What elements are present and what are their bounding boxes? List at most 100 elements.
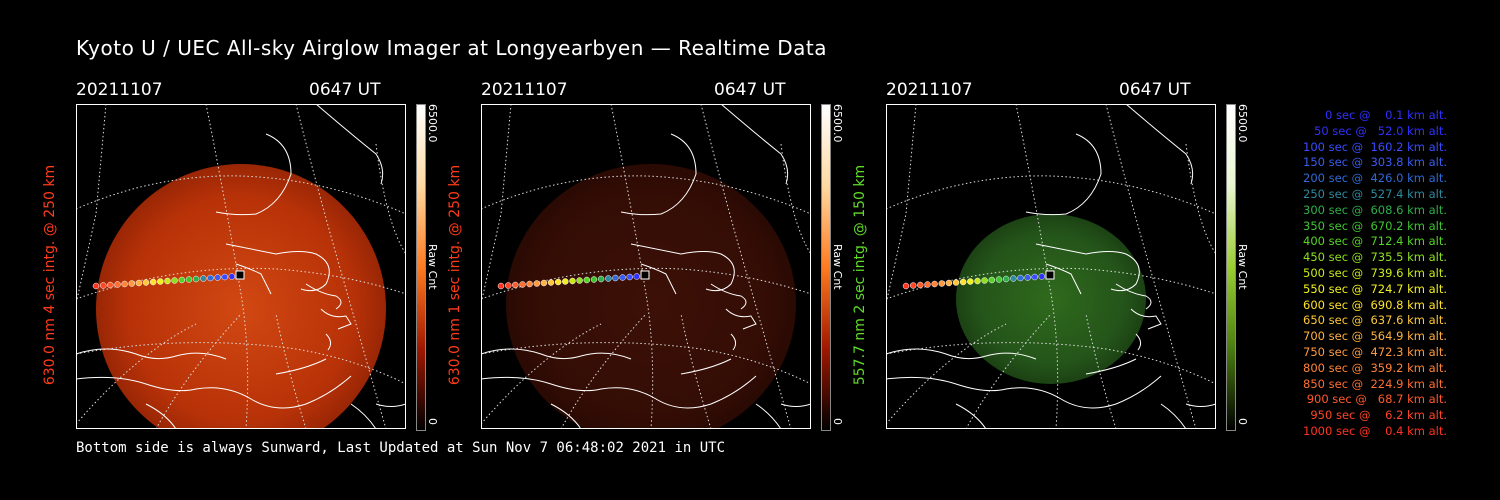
trajectory-point: [569, 277, 576, 285]
legend-row: 300 sec @ 608.6 km alt.: [1303, 202, 1447, 217]
colorbar-max-label: 6500.0: [426, 104, 439, 143]
legend-row: 200 sec @ 426.0 km alt.: [1303, 171, 1447, 186]
trajectory-point: [540, 279, 548, 287]
trajectory-point: [626, 273, 633, 281]
imager-panel-2: 20211107 0647 UT 630.0 nm 1 sec intg. @ …: [447, 80, 891, 435]
imager-panel-3: 20211107 0647 UT 557.7 nm 2 sec intg. @ …: [852, 80, 1296, 435]
map-frame: [481, 104, 811, 429]
trajectory-point: [1031, 273, 1038, 281]
trajectory-point: [519, 281, 526, 288]
legend-row: 900 sec @ 68.7 km alt.: [1306, 392, 1447, 407]
trajectory-point: [114, 281, 121, 288]
trajectory-point: [967, 278, 974, 285]
legend-row: 650 sec @ 637.6 km alt.: [1303, 313, 1447, 328]
colorbar: [821, 104, 831, 431]
station-marker: [235, 270, 245, 280]
trajectory-point: [164, 277, 171, 285]
legend-row: 550 sec @ 724.7 km alt.: [1303, 281, 1447, 296]
legend-row: 600 sec @ 690.8 km alt.: [1303, 297, 1447, 312]
panel-time: 0647 UT: [309, 80, 381, 100]
trajectory-point: [171, 277, 178, 284]
trajectory-point: [590, 276, 598, 283]
colorbar: [416, 104, 426, 431]
altitude-legend: 0 sec @ 0.1 km alt. 50 sec @ 52.0 km alt.…: [1262, 108, 1447, 440]
legend-row: 0 sec @ 0.1 km alt.: [1324, 108, 1447, 122]
coastline: [76, 104, 406, 429]
panel-time: 0647 UT: [714, 80, 786, 100]
trajectory-point: [583, 276, 591, 284]
trajectory-point: [99, 282, 107, 289]
trajectory-point: [981, 277, 988, 284]
airglow-image: [956, 214, 1146, 384]
station-marker: [640, 270, 650, 280]
colorbar-min-label: 0: [426, 418, 439, 425]
trajectory-point: [959, 278, 967, 286]
trajectory-point: [909, 282, 917, 289]
colorbar-min-label: 0: [1236, 418, 1249, 425]
trajectory-point: [1024, 274, 1031, 281]
trajectory-point: [142, 279, 150, 286]
trajectory-point: [938, 280, 946, 287]
trajectory-point: [1002, 275, 1010, 283]
allsky-map: [886, 104, 1216, 429]
trajectory-point: [917, 281, 924, 289]
map-frame: [76, 104, 406, 429]
trajectory-point: [149, 278, 157, 286]
latlon-grid: [886, 104, 1216, 429]
legend-row: 800 sec @ 359.2 km alt.: [1303, 360, 1447, 375]
trajectory-point: [974, 277, 981, 285]
trajectory-point: [214, 274, 221, 281]
legend-row: 50 sec @ 52.0 km alt.: [1314, 123, 1447, 138]
coastline: [886, 104, 1216, 429]
trajectory-point: [576, 277, 583, 284]
footer-note: Bottom side is always Sunward, Last Upda…: [76, 440, 726, 456]
legend-row: 250 sec @ 527.4 km alt.: [1303, 186, 1447, 201]
trajectory-point: [612, 274, 619, 282]
trajectory-point: [107, 281, 114, 289]
trajectory-point: [547, 279, 555, 286]
airglow-image: [96, 164, 386, 429]
trajectory-point: [902, 282, 910, 290]
legend-row: 700 sec @ 564.9 km alt.: [1303, 329, 1447, 344]
trajectory-point: [554, 278, 562, 286]
allsky-map: [481, 104, 811, 429]
trajectory-point: [924, 281, 931, 288]
colorbar-max-label: 6500.0: [1236, 104, 1249, 143]
trajectory-point: [605, 275, 612, 282]
trajectory-point: [178, 276, 186, 284]
trajectory-point: [1017, 274, 1024, 282]
trajectory-point: [128, 280, 136, 287]
trajectory-point: [200, 275, 207, 282]
trajectory-point: [192, 275, 200, 283]
trajectory-point: [1010, 275, 1017, 282]
trajectory-point: [121, 280, 128, 288]
legend-row: 400 sec @ 712.4 km alt.: [1303, 234, 1447, 249]
legend-row: 100 sec @ 160.2 km alt.: [1303, 139, 1447, 154]
trajectory-point: [931, 280, 938, 288]
station-marker: [1045, 270, 1055, 280]
colorbar-unit-label: Raw Cnt: [1236, 244, 1249, 290]
trajectory-point: [633, 273, 641, 280]
trajectory-point: [221, 273, 228, 281]
panel-wavelength-label: 630.0 nm 4 sec intg. @ 250 km: [42, 164, 58, 386]
trajectory-point: [512, 281, 519, 289]
panel-wavelength-label: 630.0 nm 1 sec intg. @ 250 km: [447, 164, 463, 386]
trajectory-point: [207, 274, 214, 282]
colorbar-unit-label: Raw Cnt: [426, 244, 439, 290]
colorbar-min-label: 0: [831, 418, 844, 425]
colorbar: [1226, 104, 1236, 431]
panel-date: 20211107: [886, 80, 973, 100]
trajectory-point: [533, 280, 541, 287]
trajectory-point: [135, 279, 143, 287]
map-frame: [886, 104, 1216, 429]
colorbar-max-label: 6500.0: [831, 104, 844, 143]
trajectory-markers: [497, 270, 650, 290]
trajectory-point: [185, 276, 193, 283]
trajectory-point: [228, 273, 236, 280]
trajectory-point: [526, 280, 533, 288]
legend-row: 750 sec @ 472.3 km alt.: [1303, 344, 1447, 359]
trajectory-point: [945, 279, 953, 287]
legend-row: 450 sec @ 735.5 km alt.: [1303, 250, 1447, 265]
latlon-grid: [481, 104, 811, 429]
trajectory-point: [988, 276, 996, 284]
